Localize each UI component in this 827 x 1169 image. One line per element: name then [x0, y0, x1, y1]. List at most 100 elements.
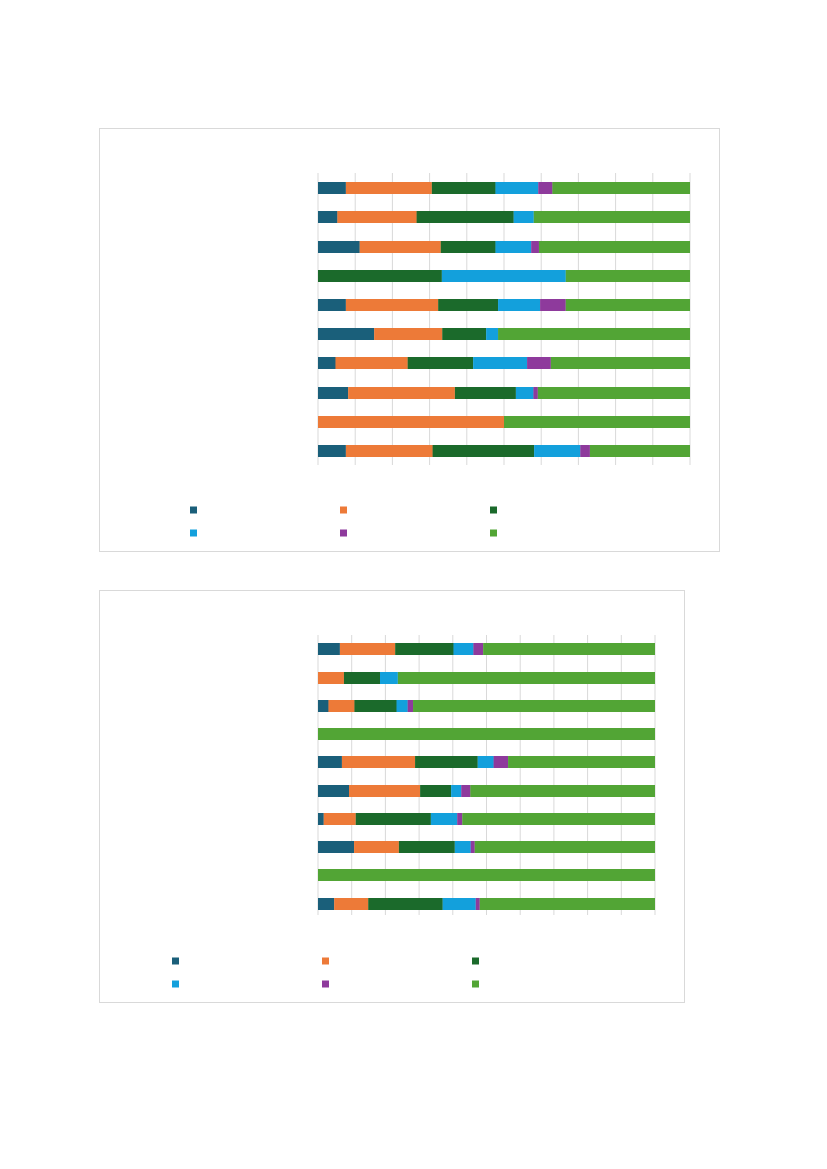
- bar-row: [318, 241, 690, 253]
- bar-segment: [474, 841, 655, 853]
- bar-segment: [354, 700, 397, 712]
- bar-segment: [380, 672, 398, 684]
- bar-row: [318, 211, 690, 223]
- legend-swatch: [322, 957, 329, 965]
- bar-segment: [368, 898, 443, 910]
- bar-segment: [318, 672, 344, 684]
- bar-row: [318, 416, 690, 428]
- bar-segment: [498, 299, 541, 311]
- bar-segment: [318, 387, 349, 399]
- bar-row: [318, 387, 690, 399]
- bar-segment: [416, 211, 514, 223]
- bar-segment: [565, 270, 690, 282]
- bar-segment: [515, 387, 534, 399]
- bar-segment: [341, 756, 416, 768]
- bar-segment: [538, 182, 553, 194]
- bar-segment: [323, 813, 356, 825]
- legend-swatch: [472, 957, 479, 965]
- legend-swatch: [490, 529, 497, 537]
- bar-row: [318, 299, 690, 311]
- bar-segment: [580, 445, 590, 457]
- bar-segment: [442, 898, 476, 910]
- bar-segment: [318, 182, 346, 194]
- bar-segment: [318, 643, 340, 655]
- bar-row: [318, 643, 655, 655]
- bar-segment: [533, 211, 690, 223]
- bar-segment: [508, 756, 655, 768]
- bar-segment: [339, 643, 396, 655]
- bar-segment: [438, 299, 499, 311]
- bar-segment: [451, 785, 462, 797]
- bar-segment: [473, 643, 484, 655]
- bar-segment: [486, 328, 499, 340]
- chart-2: [172, 635, 656, 988]
- bar-segment: [441, 270, 566, 282]
- bar-segment: [328, 700, 355, 712]
- bar-segment: [495, 241, 532, 253]
- bar-segment: [318, 270, 442, 282]
- bar-row: [318, 182, 690, 194]
- bar-segment: [513, 211, 534, 223]
- bar-segment: [470, 841, 475, 853]
- legend-swatch: [490, 506, 497, 514]
- bar-segment: [477, 756, 494, 768]
- bar-segment: [454, 841, 471, 853]
- bar-segment: [335, 357, 408, 369]
- bar-segment: [493, 756, 509, 768]
- bar-segment: [318, 785, 349, 797]
- bar-segment: [432, 445, 535, 457]
- legend-swatch: [340, 506, 347, 514]
- bar-segment: [462, 813, 655, 825]
- bar-segment: [454, 387, 516, 399]
- bar-segment: [318, 445, 346, 457]
- bar-segment: [589, 445, 690, 457]
- bar-segment: [318, 241, 360, 253]
- legend-swatch: [472, 980, 479, 988]
- bar-row: [318, 813, 655, 825]
- bar-row: [318, 756, 655, 768]
- bar-row: [318, 445, 690, 457]
- bar-segment: [318, 898, 335, 910]
- chart-panel-2: [99, 590, 685, 1003]
- legend-swatch: [322, 980, 329, 988]
- bar-segment: [318, 299, 346, 311]
- bar-segment: [318, 869, 655, 881]
- bar-segment: [345, 299, 439, 311]
- bar-segment: [318, 813, 324, 825]
- legend-swatch: [190, 529, 197, 537]
- bar-segment: [334, 898, 369, 910]
- bar-segment: [504, 416, 690, 428]
- legend: [190, 506, 497, 537]
- bar-segment: [349, 785, 421, 797]
- bar-segment: [473, 357, 528, 369]
- bar-segment: [552, 182, 690, 194]
- legend-swatch: [172, 980, 179, 988]
- bar-segment: [420, 785, 452, 797]
- bar-row: [318, 728, 655, 740]
- bar-row: [318, 328, 690, 340]
- bar-segment: [318, 357, 336, 369]
- bar-segment: [430, 813, 458, 825]
- bar-segment: [318, 211, 338, 223]
- bar-row: [318, 841, 655, 853]
- legend-swatch: [190, 506, 197, 514]
- bar-segment: [318, 841, 355, 853]
- bar-segment: [550, 357, 690, 369]
- legend-swatch: [172, 957, 179, 965]
- bar-segment: [565, 299, 690, 311]
- bar-segment: [453, 643, 474, 655]
- bar-segment: [534, 445, 581, 457]
- bar-segment: [483, 643, 655, 655]
- legend: [172, 957, 479, 988]
- bar-segment: [396, 700, 408, 712]
- bar-row: [318, 672, 655, 684]
- bar-segment: [457, 813, 463, 825]
- bar-segment: [345, 445, 433, 457]
- bar-row: [318, 898, 655, 910]
- bar-segment: [343, 672, 381, 684]
- bar-segment: [397, 672, 655, 684]
- chart-panel-1: [99, 128, 720, 552]
- bar-segment: [415, 756, 478, 768]
- bar-segment: [470, 785, 655, 797]
- bar-segment: [337, 211, 417, 223]
